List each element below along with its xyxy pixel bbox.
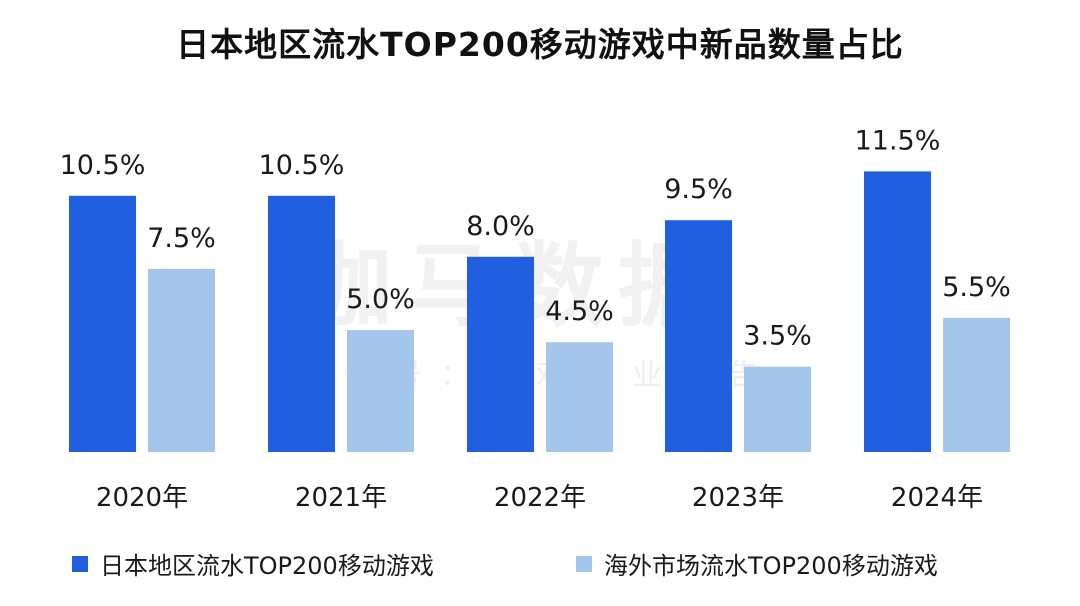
- bar-overseas-4: [943, 317, 1010, 452]
- legend-item-overseas: 海外市场流水TOP200移动游戏: [576, 546, 938, 581]
- x-tick-label-3: 2023年: [692, 483, 784, 513]
- legend-swatch-overseas: [576, 555, 592, 572]
- data-label-overseas-0: 7.5%: [147, 223, 216, 254]
- data-label-overseas-4: 5.5%: [942, 272, 1011, 303]
- x-tick-label-4: 2024年: [891, 483, 983, 513]
- data-label-japan-4: 11.5%: [855, 125, 941, 156]
- x-tick-label-0: 2020年: [96, 483, 188, 513]
- bar-japan-2: [467, 256, 534, 452]
- data-label-japan-3: 9.5%: [664, 174, 733, 205]
- bar-overseas-1: [347, 330, 414, 452]
- x-tick-label-1: 2021年: [295, 483, 387, 513]
- data-label-overseas-3: 3.5%: [743, 321, 812, 352]
- data-label-japan-0: 10.5%: [60, 150, 146, 181]
- data-label-overseas-1: 5.0%: [346, 284, 415, 315]
- bar-japan-3: [665, 220, 732, 452]
- data-label-japan-1: 10.5%: [259, 150, 345, 181]
- bar-overseas-3: [744, 366, 811, 452]
- bar-overseas-2: [546, 342, 613, 452]
- bar-japan-4: [864, 171, 931, 452]
- chart-title: 日本地区流水TOP200移动游戏中新品数量占比: [176, 25, 904, 64]
- legend: 日本地区流水TOP200移动游戏 海外市场流水TOP200移动游戏: [72, 546, 1052, 586]
- data-label-japan-2: 8.0%: [466, 211, 535, 242]
- bar-japan-1: [268, 195, 335, 453]
- legend-label-overseas: 海外市场流水TOP200移动游戏: [604, 552, 938, 580]
- legend-swatch-japan: [72, 555, 88, 572]
- legend-label-japan: 日本地区流水TOP200移动游戏: [100, 552, 434, 580]
- legend-item-japan: 日本地区流水TOP200移动游戏: [72, 546, 434, 581]
- data-label-overseas-2: 4.5%: [545, 296, 614, 327]
- bar-overseas-0: [148, 269, 215, 452]
- bar-japan-0: [69, 195, 136, 453]
- x-tick-label-2: 2022年: [494, 483, 586, 513]
